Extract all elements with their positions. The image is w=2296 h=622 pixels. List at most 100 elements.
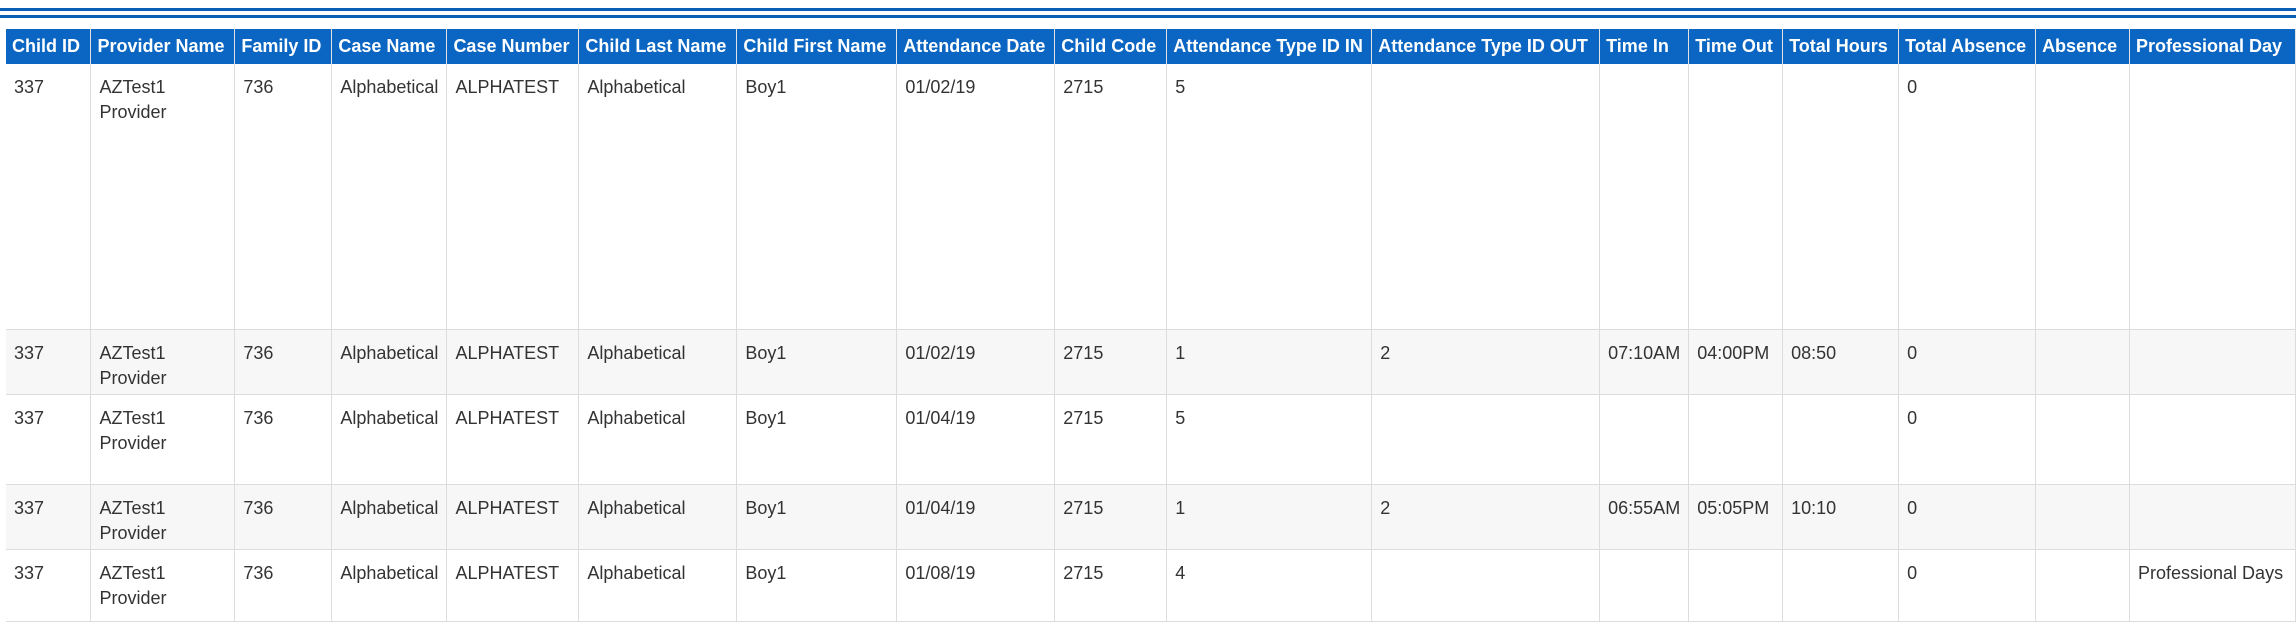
cell-time-out bbox=[1688, 394, 1784, 485]
cell-case-name: Alphabetical bbox=[331, 329, 448, 395]
cell-time-in: 07:10AM bbox=[1599, 329, 1690, 395]
cell-child-id: 337 bbox=[6, 549, 92, 622]
cell-child-id: 337 bbox=[6, 484, 92, 550]
column-header-total-absence[interactable]: Total Absence bbox=[1898, 29, 2037, 64]
column-header-provider-name[interactable]: Provider Name bbox=[90, 29, 236, 64]
cell-attendance-date: 01/04/19 bbox=[896, 484, 1056, 550]
cell-absence bbox=[2035, 329, 2130, 395]
cell-total-absence: 0 bbox=[1898, 329, 2037, 395]
cell-child-first-name: Boy1 bbox=[736, 329, 898, 395]
cell-total-hours: 10:10 bbox=[1782, 484, 1900, 550]
cell-child-first-name: Boy1 bbox=[736, 549, 898, 622]
cell-case-name: Alphabetical bbox=[331, 64, 448, 330]
cell-case-number: ALPHATEST bbox=[446, 64, 580, 330]
cell-child-last-name: Alphabetical bbox=[578, 394, 738, 485]
cell-absence bbox=[2035, 394, 2130, 485]
cell-provider-name: AZTest1 Provider bbox=[90, 484, 236, 550]
column-header-case-number[interactable]: Case Number bbox=[446, 29, 580, 64]
cell-attendance-date: 01/02/19 bbox=[896, 329, 1056, 395]
cell-professional-day bbox=[2129, 394, 2296, 485]
cell-child-first-name: Boy1 bbox=[736, 484, 898, 550]
cell-time-out bbox=[1688, 64, 1784, 330]
cell-child-first-name: Boy1 bbox=[736, 64, 898, 330]
cell-time-out bbox=[1688, 549, 1784, 622]
cell-attendance-type-in: 1 bbox=[1166, 484, 1373, 550]
cell-time-in bbox=[1599, 64, 1690, 330]
cell-attendance-date: 01/08/19 bbox=[896, 549, 1056, 622]
top-divider-line bbox=[0, 8, 2296, 11]
table-row[interactable]: 337 AZTest1 Provider 736 Alphabetical AL… bbox=[6, 64, 2296, 330]
column-header-total-hours[interactable]: Total Hours bbox=[1782, 29, 1900, 64]
cell-child-last-name: Alphabetical bbox=[578, 329, 738, 395]
cell-attendance-type-out bbox=[1371, 64, 1601, 330]
cell-child-last-name: Alphabetical bbox=[578, 484, 738, 550]
cell-case-name: Alphabetical bbox=[331, 549, 448, 622]
column-header-family-id[interactable]: Family ID bbox=[234, 29, 333, 64]
column-header-time-out[interactable]: Time Out bbox=[1688, 29, 1784, 64]
cell-family-id: 736 bbox=[234, 484, 333, 550]
table-row[interactable]: 337 AZTest1 Provider 736 Alphabetical AL… bbox=[6, 329, 2296, 395]
table-row[interactable]: 337 AZTest1 Provider 736 Alphabetical AL… bbox=[6, 394, 2296, 485]
cell-absence bbox=[2035, 484, 2130, 550]
cell-time-out: 05:05PM bbox=[1688, 484, 1784, 550]
table-row[interactable]: 337 AZTest1 Provider 736 Alphabetical AL… bbox=[6, 549, 2296, 622]
attendance-table: Child ID Provider Name Family ID Case Na… bbox=[6, 29, 2296, 622]
cell-attendance-type-out: 2 bbox=[1371, 329, 1601, 395]
cell-total-absence: 0 bbox=[1898, 484, 2037, 550]
cell-case-number: ALPHATEST bbox=[446, 394, 580, 485]
column-header-child-first-name[interactable]: Child First Name bbox=[736, 29, 898, 64]
column-header-professional-day[interactable]: Professional Day bbox=[2129, 29, 2296, 64]
cell-child-code: 2715 bbox=[1054, 484, 1168, 550]
cell-child-code: 2715 bbox=[1054, 329, 1168, 395]
cell-child-first-name: Boy1 bbox=[736, 394, 898, 485]
column-header-child-code[interactable]: Child Code bbox=[1054, 29, 1168, 64]
column-header-attendance-type-in[interactable]: Attendance Type ID IN bbox=[1166, 29, 1373, 64]
cell-total-absence: 0 bbox=[1898, 549, 2037, 622]
cell-professional-day bbox=[2129, 329, 2296, 395]
cell-attendance-type-out: 2 bbox=[1371, 484, 1601, 550]
cell-attendance-type-out bbox=[1371, 394, 1601, 485]
column-header-absence[interactable]: Absence bbox=[2035, 29, 2130, 64]
cell-case-number: ALPHATEST bbox=[446, 484, 580, 550]
cell-provider-name: AZTest1 Provider bbox=[90, 549, 236, 622]
cell-family-id: 736 bbox=[234, 329, 333, 395]
cell-child-last-name: Alphabetical bbox=[578, 64, 738, 330]
cell-total-hours: 08:50 bbox=[1782, 329, 1900, 395]
cell-absence bbox=[2035, 64, 2130, 330]
column-header-child-last-name[interactable]: Child Last Name bbox=[578, 29, 738, 64]
table-row[interactable]: 337 AZTest1 Provider 736 Alphabetical AL… bbox=[6, 484, 2296, 550]
top-divider-line-secondary bbox=[0, 15, 2296, 18]
cell-child-id: 337 bbox=[6, 329, 92, 395]
cell-family-id: 736 bbox=[234, 394, 333, 485]
cell-total-hours bbox=[1782, 64, 1900, 330]
cell-family-id: 736 bbox=[234, 64, 333, 330]
column-header-attendance-date[interactable]: Attendance Date bbox=[896, 29, 1056, 64]
cell-provider-name: AZTest1 Provider bbox=[90, 64, 236, 330]
column-header-attendance-type-out[interactable]: Attendance Type ID OUT bbox=[1371, 29, 1601, 64]
cell-child-id: 337 bbox=[6, 394, 92, 485]
cell-attendance-type-in: 5 bbox=[1166, 64, 1373, 330]
cell-professional-day: Professional Days bbox=[2129, 549, 2296, 622]
column-header-case-name[interactable]: Case Name bbox=[331, 29, 448, 64]
cell-total-hours bbox=[1782, 394, 1900, 485]
cell-child-code: 2715 bbox=[1054, 549, 1168, 622]
cell-child-code: 2715 bbox=[1054, 394, 1168, 485]
cell-total-hours bbox=[1782, 549, 1900, 622]
cell-case-name: Alphabetical bbox=[331, 484, 448, 550]
cell-time-in bbox=[1599, 394, 1690, 485]
cell-case-number: ALPHATEST bbox=[446, 549, 580, 622]
cell-time-in: 06:55AM bbox=[1599, 484, 1690, 550]
column-header-time-in[interactable]: Time In bbox=[1599, 29, 1690, 64]
cell-attendance-type-in: 5 bbox=[1166, 394, 1373, 485]
attendance-table-container: Child ID Provider Name Family ID Case Na… bbox=[6, 29, 2296, 622]
cell-child-code: 2715 bbox=[1054, 64, 1168, 330]
cell-absence bbox=[2035, 549, 2130, 622]
table-header-row: Child ID Provider Name Family ID Case Na… bbox=[6, 29, 2296, 64]
column-header-child-id[interactable]: Child ID bbox=[6, 29, 92, 64]
cell-total-absence: 0 bbox=[1898, 394, 2037, 485]
cell-case-name: Alphabetical bbox=[331, 394, 448, 485]
cell-child-id: 337 bbox=[6, 64, 92, 330]
cell-professional-day bbox=[2129, 64, 2296, 330]
cell-provider-name: AZTest1 Provider bbox=[90, 394, 236, 485]
cell-time-in bbox=[1599, 549, 1690, 622]
